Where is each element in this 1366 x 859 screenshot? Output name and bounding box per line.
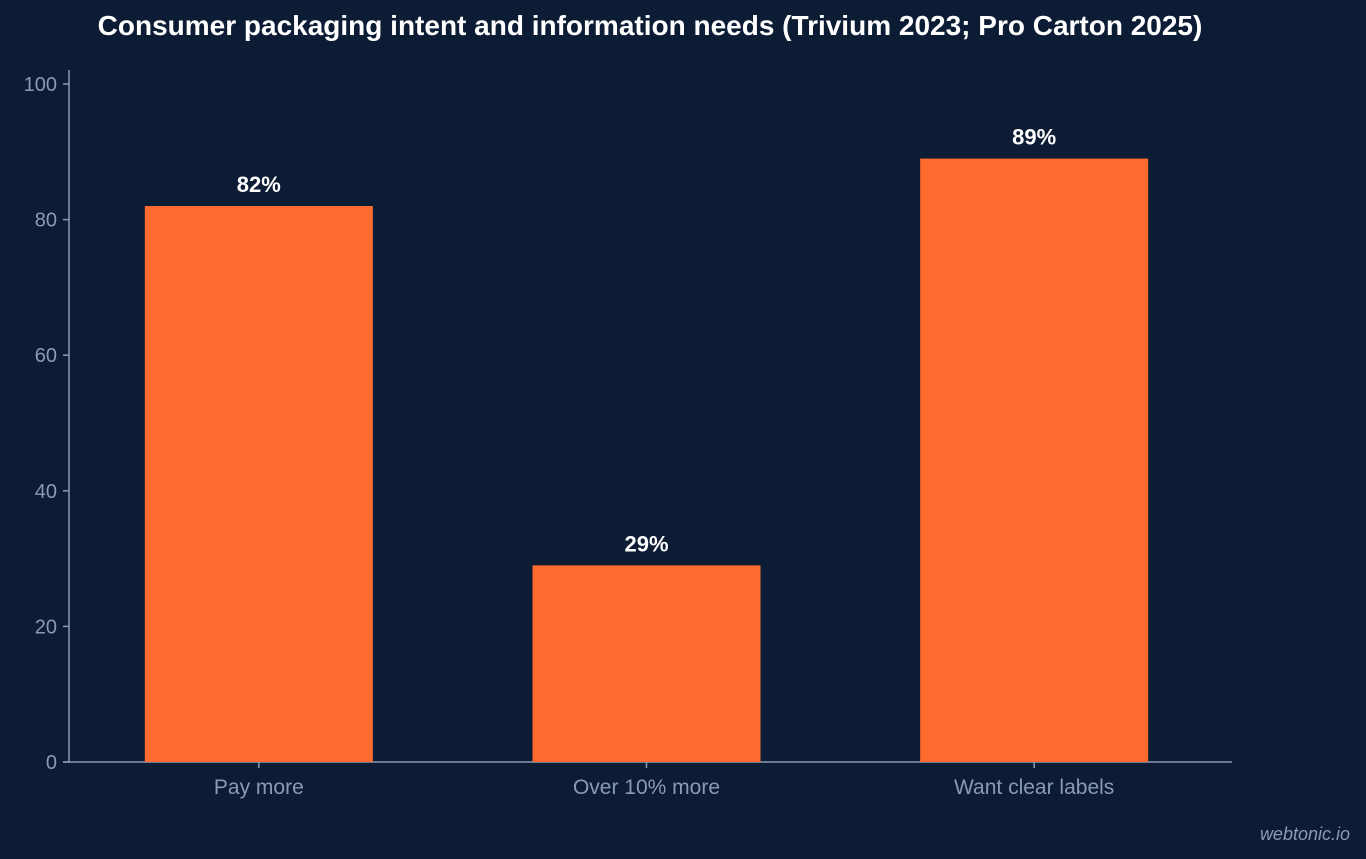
y-tick-label: 20 bbox=[35, 616, 57, 638]
data-label: 29% bbox=[624, 531, 668, 556]
bar bbox=[920, 158, 1149, 762]
y-tick-label: 60 bbox=[35, 345, 57, 367]
watermark: webtonic.io bbox=[1259, 824, 1350, 844]
bars bbox=[144, 158, 1149, 763]
data-label: 89% bbox=[1012, 125, 1056, 150]
data-label: 82% bbox=[237, 172, 281, 197]
y-tick-label: 40 bbox=[35, 481, 57, 503]
bar bbox=[144, 206, 373, 763]
y-tick-label: 80 bbox=[35, 210, 57, 232]
x-tick-label: Over 10% more bbox=[573, 776, 720, 799]
x-tick-label: Pay more bbox=[214, 776, 304, 799]
y-tick-label: 100 bbox=[24, 74, 57, 96]
x-axis: Pay more Over 10% more Want clear labels bbox=[63, 761, 1232, 799]
y-tick-label: 0 bbox=[46, 752, 57, 774]
chart-title: Consumer packaging intent and informatio… bbox=[97, 10, 1203, 41]
x-tick-label: Want clear labels bbox=[954, 776, 1114, 799]
y-axis: 0 20 40 60 80 100 bbox=[24, 70, 70, 774]
data-labels: 82% 29% 89% bbox=[237, 125, 1056, 557]
bar bbox=[532, 565, 761, 762]
